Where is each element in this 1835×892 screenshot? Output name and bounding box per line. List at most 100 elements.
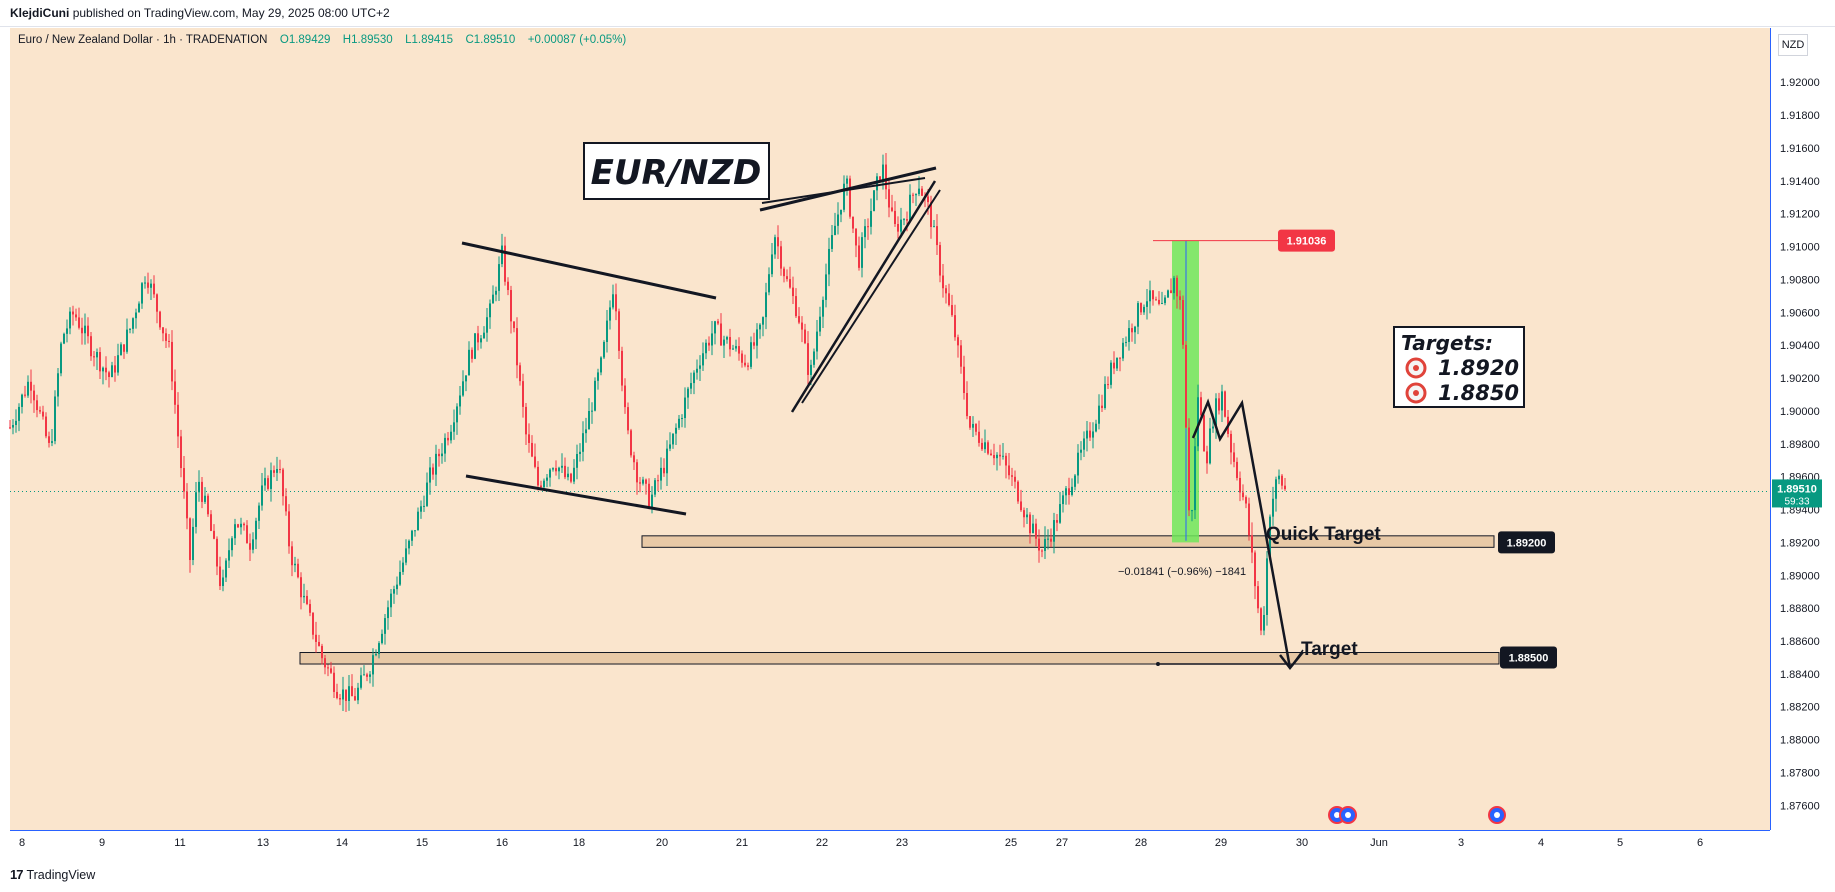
candle-body (1044, 539, 1046, 551)
author-name[interactable]: KlejdiCuni (10, 6, 70, 20)
price-tick-label: 1.90400 (1780, 340, 1820, 352)
candle-body (1191, 510, 1193, 512)
candle-body (483, 332, 485, 339)
time-tick-label: 5 (1617, 837, 1623, 849)
candle-body (951, 305, 953, 316)
candle-body (501, 245, 503, 265)
chart-pane[interactable] (10, 28, 1770, 830)
candle-body (903, 219, 905, 221)
candle-body (591, 410, 593, 412)
candle-body (1131, 328, 1133, 333)
time-tick-label: 18 (573, 837, 585, 849)
candle-body (153, 283, 155, 295)
candle-body (300, 577, 302, 598)
candle-body (1125, 341, 1127, 343)
candle-body (867, 226, 869, 228)
candle-body (1233, 452, 1235, 462)
candle-body (777, 237, 779, 247)
candle-body (993, 455, 995, 459)
rising-wedge-lower-line-2 (801, 189, 941, 404)
candle-body (549, 469, 551, 478)
symbol-name[interactable]: Euro / New Zealand Dollar · 1h · TRADENA… (18, 34, 268, 46)
candle-body (843, 183, 845, 210)
candle-body (681, 418, 683, 420)
change-value: +0.00087 (+0.05%) (527, 34, 627, 46)
candle-body (675, 427, 677, 434)
candle-body (393, 589, 395, 594)
candle-body (84, 325, 86, 334)
candle-body (627, 407, 629, 431)
candle-body (957, 337, 959, 346)
candle-body (1203, 415, 1205, 452)
candle-body (126, 329, 128, 352)
candle-body (312, 612, 314, 635)
candle-body (27, 381, 29, 396)
candle-body (618, 311, 620, 351)
candle-body (132, 318, 134, 329)
candle-body (135, 312, 137, 319)
price-axis[interactable] (1770, 28, 1835, 830)
candle-body (603, 342, 605, 358)
candle-body (987, 442, 989, 454)
candle-body (129, 328, 131, 330)
candle-body (1101, 405, 1103, 408)
candle-body (1071, 486, 1073, 495)
candle-body (480, 338, 482, 343)
candle-body (978, 431, 980, 443)
price-tick-label: 1.88000 (1780, 735, 1820, 747)
time-axis[interactable] (10, 830, 1770, 855)
time-tick-label: 13 (257, 837, 269, 849)
currency-selector[interactable]: NZD (1778, 34, 1808, 56)
candle-body (852, 216, 854, 229)
candle-body (810, 364, 812, 375)
candle-body (816, 331, 818, 352)
candle-body (21, 394, 23, 407)
brand-name[interactable]: TradingView (26, 867, 96, 882)
price-tick-label: 1.89800 (1780, 439, 1820, 451)
tradingview-logo-icon[interactable]: 17 (10, 867, 24, 882)
candle-body (984, 442, 986, 450)
target-ray-dot (1156, 662, 1160, 666)
candle-body (285, 496, 287, 512)
candle-body (276, 468, 278, 473)
candle-body (702, 353, 704, 366)
candle-body (894, 210, 896, 224)
candle-body (177, 404, 179, 437)
candle-body (570, 473, 572, 482)
candle-body (261, 485, 263, 506)
candle-body (1281, 475, 1283, 486)
candle-body (222, 577, 224, 587)
candle-body (1185, 344, 1187, 428)
candle-body (240, 523, 242, 528)
target-icon-center (1413, 365, 1419, 371)
candle-body (48, 436, 50, 443)
candle-body (1242, 492, 1244, 498)
candle-body (534, 456, 536, 467)
candle-body (600, 357, 602, 373)
candle-body (1077, 452, 1079, 476)
candle-body (339, 698, 341, 700)
target-icon-center (1413, 390, 1419, 396)
candle-body (1257, 586, 1259, 609)
candle-body (120, 344, 122, 356)
candle-body (342, 689, 344, 700)
candle-body (525, 406, 527, 435)
candle-body (915, 194, 917, 196)
time-tick-label: 8 (19, 837, 25, 849)
candle-body (1173, 277, 1175, 294)
target-pointer (1289, 649, 1304, 669)
target-zone (299, 652, 1500, 665)
candle-body (621, 350, 623, 386)
candle-body (447, 437, 449, 441)
candle-body (573, 467, 575, 482)
candle-body (1221, 391, 1223, 411)
candle-body (687, 388, 689, 398)
candle-body (849, 178, 851, 217)
candle-body (654, 480, 656, 495)
candle-body (1212, 426, 1214, 429)
candle-body (315, 634, 317, 642)
candle-body (765, 292, 767, 318)
candle-body (1089, 430, 1091, 438)
candle-body (639, 482, 641, 484)
candle-body (825, 274, 827, 300)
